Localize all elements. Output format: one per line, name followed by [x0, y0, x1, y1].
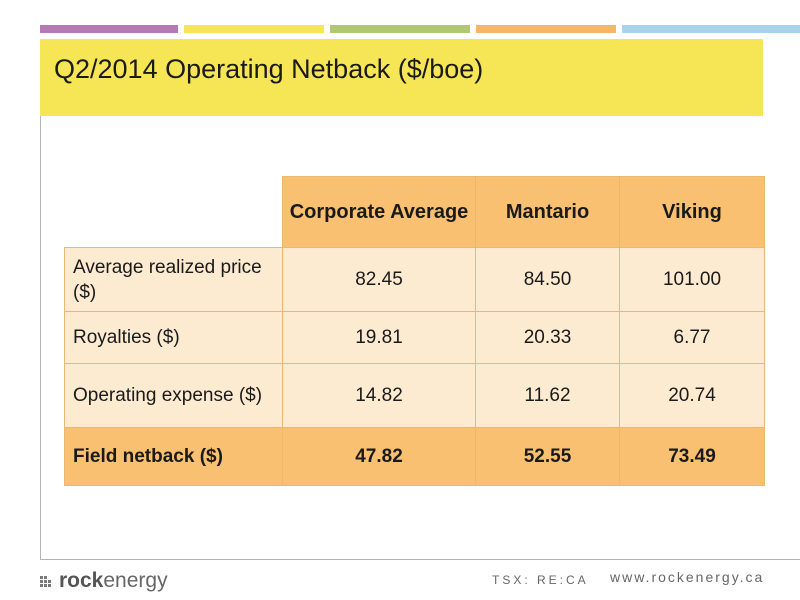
table-cell: 52.55: [475, 427, 620, 486]
netback-table: Corporate Average Mantario Viking Averag…: [64, 176, 765, 486]
accent-bar-green: [330, 25, 470, 33]
table-row: Operating expense ($) 14.82 11.62 20.74: [64, 363, 765, 428]
column-header-mantario: Mantario: [475, 176, 620, 248]
table-cell: 14.82: [282, 363, 476, 428]
row-label-field-netback: Field netback ($): [64, 427, 283, 486]
table-cell: 82.45: [282, 247, 476, 312]
logo-dots-icon: [40, 575, 54, 587]
table-row: Royalties ($) 19.81 20.33 6.77: [64, 311, 765, 364]
website-url: www.rockenergy.ca: [610, 569, 765, 585]
table-cell: 101.00: [619, 247, 765, 312]
accent-bar-orange: [476, 25, 616, 33]
accent-bar-purple: [40, 25, 178, 33]
accent-bar-blue: [622, 25, 800, 33]
table-cell: 20.74: [619, 363, 765, 428]
column-header-viking: Viking: [619, 176, 765, 248]
logo-wordmark-light: energy: [103, 569, 168, 592]
table-cell: 84.50: [475, 247, 620, 312]
row-label-average-realized-price: Average realized price ($): [64, 247, 283, 312]
table-cell: 20.33: [475, 311, 620, 364]
stock-ticker: TSX: RE:CA: [492, 573, 589, 587]
slide-frame-left: [40, 116, 41, 559]
company-logo: rockenergy: [40, 568, 168, 594]
table-cell: 11.62: [475, 363, 620, 428]
logo-wordmark-bold: rock: [59, 569, 104, 592]
row-label-royalties: Royalties ($): [64, 311, 283, 364]
netback-table-wrapper: Corporate Average Mantario Viking Averag…: [64, 176, 765, 486]
table-cell: 73.49: [619, 427, 765, 486]
table-row-field-netback: Field netback ($) 47.82 52.55 73.49: [64, 427, 765, 486]
slide-frame-bottom: [40, 559, 800, 560]
accent-bar-yellow: [184, 25, 324, 33]
accent-color-bars: [40, 25, 800, 33]
table-cell: 19.81: [282, 311, 476, 364]
slide-title: Q2/2014 Operating Netback ($/boe): [54, 54, 484, 84]
column-header-corporate-average: Corporate Average: [282, 176, 476, 248]
title-band: [40, 39, 763, 116]
table-cell: 6.77: [619, 311, 765, 364]
logo-wordmark: rockenergy: [59, 569, 168, 593]
table-corner-blank: [65, 177, 283, 248]
table-row: Average realized price ($) 82.45 84.50 1…: [64, 247, 765, 312]
table-header-row: Corporate Average Mantario Viking: [65, 176, 765, 248]
row-label-operating-expense: Operating expense ($): [64, 363, 283, 428]
table-cell: 47.82: [282, 427, 476, 486]
